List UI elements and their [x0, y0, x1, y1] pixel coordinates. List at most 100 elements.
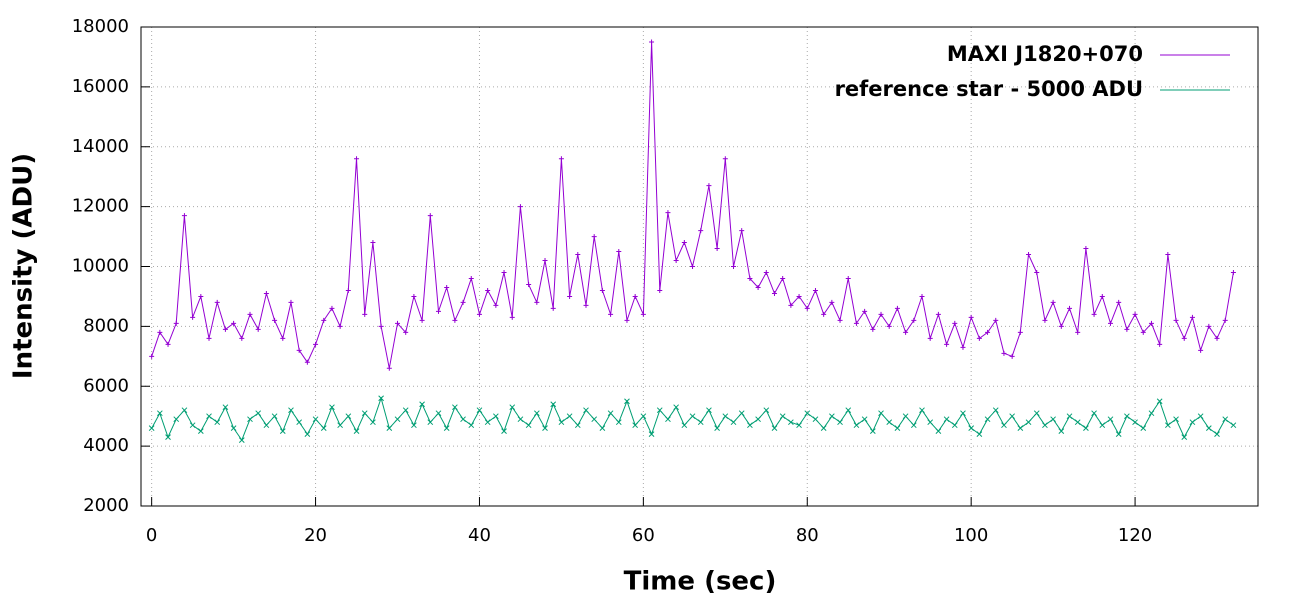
point: [985, 329, 991, 335]
point: [542, 425, 548, 432]
point: [632, 293, 638, 299]
point: [747, 422, 753, 429]
point: [583, 302, 589, 308]
point: [263, 422, 270, 429]
point: [829, 299, 835, 305]
y-axis-label: Intensity (ADU): [9, 153, 39, 379]
point: [845, 407, 852, 414]
point: [435, 410, 442, 417]
point: [804, 305, 810, 311]
point: [697, 419, 704, 426]
point: [640, 413, 647, 420]
point: [1009, 353, 1015, 359]
point: [1140, 329, 1146, 335]
point: [837, 317, 843, 323]
point: [714, 246, 720, 252]
point: [862, 308, 868, 314]
point: [362, 311, 368, 317]
point: [1148, 320, 1154, 326]
point: [173, 416, 180, 423]
point: [944, 341, 950, 347]
point: [599, 425, 606, 432]
point: [1116, 299, 1122, 305]
point: [902, 413, 909, 420]
point: [976, 335, 982, 341]
point: [1189, 419, 1196, 426]
series-line: [151, 396, 1234, 442]
point: [722, 413, 729, 420]
point: [640, 311, 646, 317]
point: [763, 269, 769, 275]
point: [706, 407, 712, 414]
point: [730, 419, 737, 426]
point: [517, 416, 524, 423]
point: [1181, 335, 1187, 341]
point: [968, 314, 974, 320]
point: [591, 234, 597, 240]
point: [1189, 314, 1195, 320]
point: [1017, 425, 1024, 432]
y-tick-label: 6000: [83, 375, 129, 396]
point: [624, 398, 630, 405]
point: [952, 320, 958, 326]
x-tick-label: 40: [468, 525, 491, 546]
point: [648, 431, 655, 438]
point: [378, 323, 384, 329]
point: [739, 228, 745, 234]
point: [157, 329, 163, 335]
point: [230, 425, 237, 432]
point: [796, 422, 802, 429]
point: [337, 323, 343, 329]
point: [247, 416, 253, 423]
point: [550, 305, 556, 311]
point: [607, 410, 614, 417]
point: [1099, 422, 1106, 429]
point: [501, 269, 507, 275]
point: [485, 287, 491, 293]
point: [206, 335, 212, 341]
point: [821, 311, 827, 317]
point: [247, 311, 253, 317]
point: [165, 341, 171, 347]
point: [780, 275, 786, 281]
point: [484, 419, 491, 426]
point: [222, 326, 228, 332]
point: [1026, 252, 1032, 258]
point: [206, 413, 212, 420]
point: [624, 317, 630, 323]
point: [698, 228, 704, 234]
point: [927, 335, 933, 341]
point: [575, 252, 581, 258]
x-tick-label: 100: [954, 525, 988, 546]
point: [1124, 326, 1130, 332]
point: [845, 275, 851, 281]
point: [976, 431, 983, 438]
point: [574, 422, 581, 429]
point: [1058, 428, 1065, 435]
point: [812, 287, 818, 293]
point: [1165, 252, 1171, 258]
point: [1050, 299, 1056, 305]
point: [288, 299, 294, 305]
point: [255, 410, 262, 417]
point: [820, 425, 827, 432]
point: [419, 317, 425, 323]
point: [279, 428, 286, 435]
point: [968, 425, 975, 432]
y-tick-label: 18000: [72, 16, 129, 37]
point: [681, 422, 688, 429]
y-tick-label: 10000: [72, 256, 129, 277]
point: [1205, 425, 1212, 432]
point: [1042, 317, 1048, 323]
point: [763, 407, 770, 414]
point: [313, 341, 319, 347]
point: [288, 407, 294, 414]
point: [1067, 305, 1073, 311]
point: [870, 326, 876, 332]
point: [1230, 422, 1237, 429]
y-tick-label: 2000: [83, 495, 129, 516]
point: [476, 311, 482, 317]
point: [804, 410, 811, 417]
point: [1034, 269, 1040, 275]
point: [1083, 425, 1089, 432]
